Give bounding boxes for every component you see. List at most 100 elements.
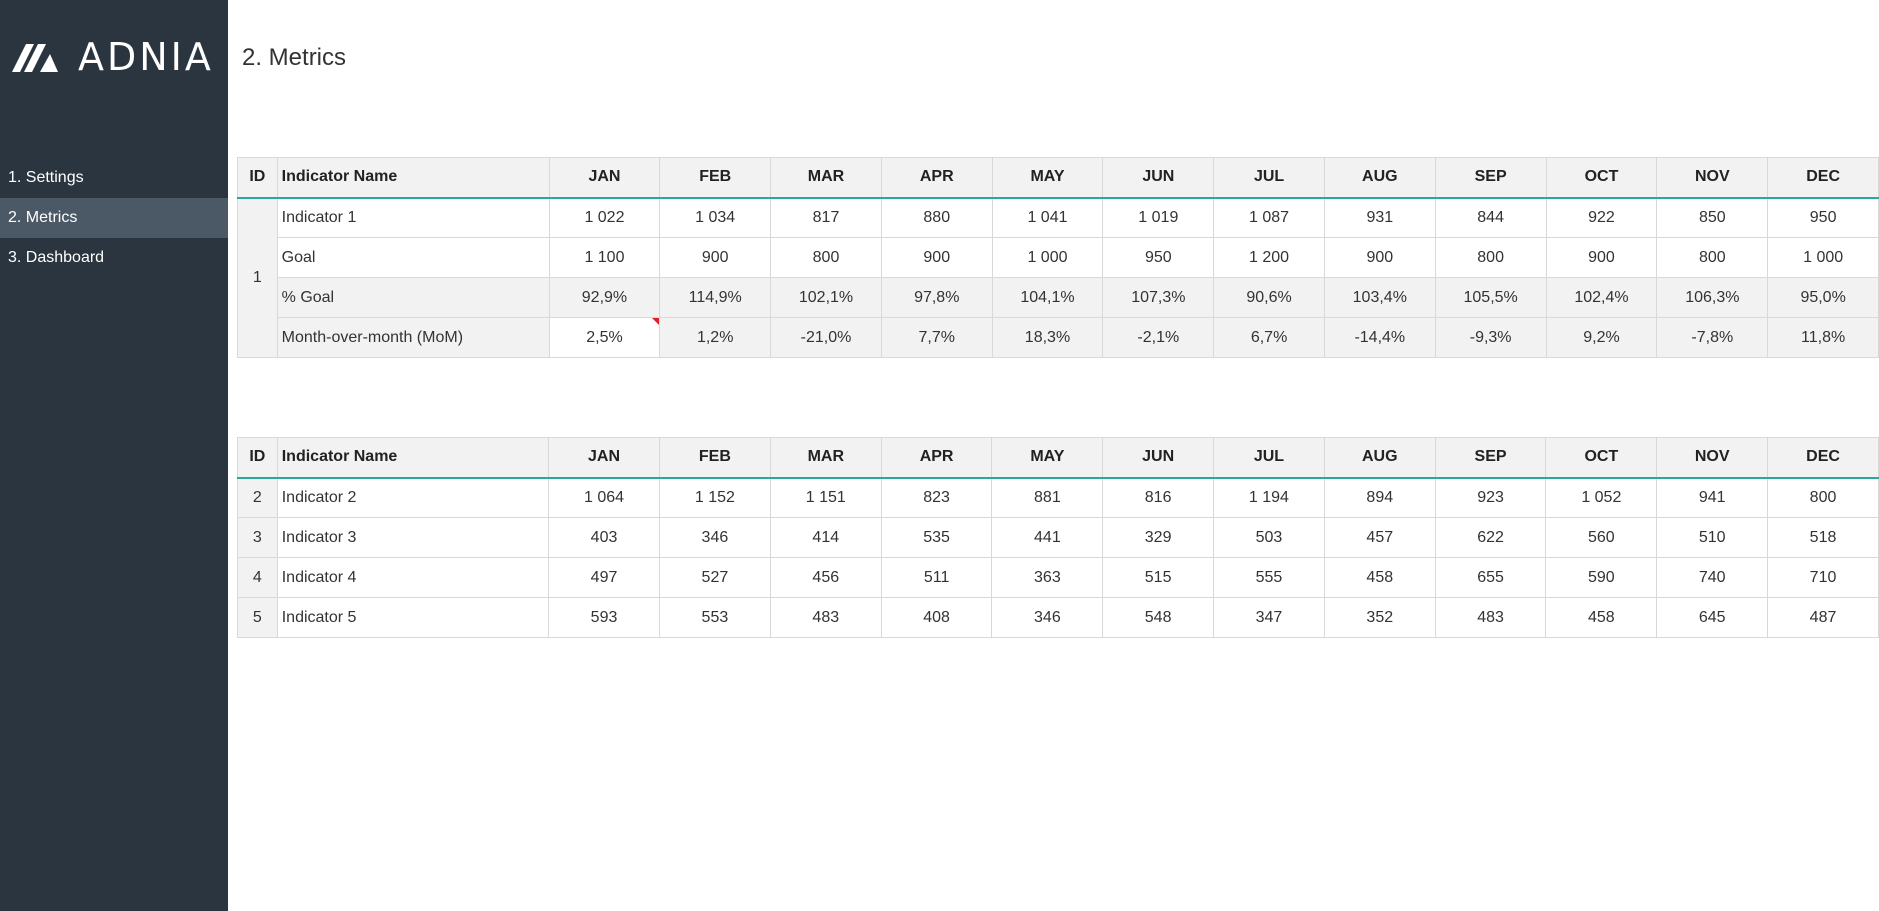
value-cell[interactable]: 535 bbox=[880, 517, 993, 558]
value-cell[interactable]: 497 bbox=[548, 557, 660, 598]
value-cell[interactable]: 800 bbox=[1656, 237, 1769, 278]
value-cell[interactable]: 518 bbox=[1767, 517, 1879, 558]
value-cell[interactable]: 408 bbox=[880, 597, 993, 638]
value-cell[interactable]: 105,5% bbox=[1434, 277, 1547, 318]
value-cell[interactable]: 104,1% bbox=[991, 277, 1104, 318]
value-cell[interactable]: 900 bbox=[1545, 237, 1658, 278]
value-cell[interactable]: 553 bbox=[658, 597, 771, 638]
value-cell[interactable]: 114,9% bbox=[659, 277, 772, 318]
value-cell[interactable]: 900 bbox=[880, 237, 993, 278]
value-cell[interactable]: 7,7% bbox=[880, 317, 993, 358]
value-cell[interactable]: 97,8% bbox=[880, 277, 993, 318]
value-cell[interactable]: 560 bbox=[1545, 517, 1658, 558]
value-cell[interactable]: 880 bbox=[880, 197, 993, 238]
value-cell[interactable]: 6,7% bbox=[1213, 317, 1325, 358]
indicator-name[interactable]: Indicator 1 bbox=[276, 197, 550, 238]
value-cell[interactable]: 503 bbox=[1213, 517, 1325, 558]
value-cell[interactable]: 800 bbox=[1434, 237, 1547, 278]
value-cell[interactable]: 458 bbox=[1323, 557, 1436, 598]
value-cell[interactable]: 850 bbox=[1656, 197, 1769, 238]
value-cell[interactable]: 740 bbox=[1656, 557, 1769, 598]
value-cell[interactable]: 18,3% bbox=[991, 317, 1104, 358]
value-cell[interactable]: 483 bbox=[769, 597, 882, 638]
value-cell[interactable]: 90,6% bbox=[1213, 277, 1325, 318]
sidebar-item-metrics[interactable]: 2. Metrics bbox=[0, 198, 228, 238]
value-cell[interactable]: 555 bbox=[1213, 557, 1325, 598]
value-cell[interactable]: -9,3% bbox=[1434, 317, 1547, 358]
value-cell[interactable]: 515 bbox=[1102, 557, 1214, 598]
value-cell[interactable]: 487 bbox=[1767, 597, 1879, 638]
value-cell[interactable]: 456 bbox=[769, 557, 882, 598]
value-cell[interactable]: 1 200 bbox=[1213, 237, 1325, 278]
value-cell[interactable]: 11,8% bbox=[1767, 317, 1879, 358]
value-cell[interactable]: 590 bbox=[1545, 557, 1658, 598]
value-cell[interactable]: 923 bbox=[1434, 477, 1547, 518]
value-cell[interactable]: 950 bbox=[1767, 197, 1879, 238]
indicator-name[interactable]: Month-over-month (MoM) bbox=[276, 317, 550, 358]
value-cell[interactable]: 817 bbox=[770, 197, 882, 238]
value-cell[interactable]: 352 bbox=[1323, 597, 1436, 638]
indicator-name[interactable]: % Goal bbox=[276, 277, 550, 318]
value-cell[interactable]: 95,0% bbox=[1767, 277, 1879, 318]
value-cell[interactable]: 1 022 bbox=[548, 197, 661, 238]
value-cell[interactable]: 800 bbox=[1767, 477, 1879, 518]
value-cell[interactable]: 710 bbox=[1767, 557, 1879, 598]
value-cell[interactable]: 1 052 bbox=[1545, 477, 1658, 518]
value-cell[interactable]: 548 bbox=[1102, 597, 1214, 638]
value-cell[interactable]: 346 bbox=[991, 597, 1104, 638]
sidebar-item-settings[interactable]: 1. Settings bbox=[8, 169, 84, 186]
value-cell[interactable]: 1 194 bbox=[1213, 477, 1325, 518]
value-cell[interactable]: 9,2% bbox=[1545, 317, 1658, 358]
value-cell[interactable]: -7,8% bbox=[1656, 317, 1769, 358]
value-cell[interactable]: 347 bbox=[1213, 597, 1325, 638]
value-cell[interactable]: 511 bbox=[880, 557, 993, 598]
indicator-name[interactable]: Indicator 5 bbox=[276, 597, 550, 638]
value-cell[interactable]: -21,0% bbox=[770, 317, 882, 358]
value-cell[interactable]: 922 bbox=[1545, 197, 1658, 238]
value-cell[interactable]: 106,3% bbox=[1656, 277, 1769, 318]
value-cell[interactable]: 329 bbox=[1102, 517, 1214, 558]
value-cell[interactable]: 1 152 bbox=[658, 477, 771, 518]
value-cell[interactable]: 1 064 bbox=[548, 477, 660, 518]
value-cell[interactable]: 527 bbox=[658, 557, 771, 598]
value-cell[interactable]: -2,1% bbox=[1102, 317, 1215, 358]
value-cell[interactable]: 510 bbox=[1656, 517, 1769, 558]
value-cell[interactable]: 458 bbox=[1545, 597, 1658, 638]
value-cell[interactable]: 103,4% bbox=[1323, 277, 1436, 318]
value-cell[interactable]: 816 bbox=[1102, 477, 1214, 518]
value-cell[interactable]: 900 bbox=[659, 237, 772, 278]
value-cell[interactable]: 92,9% bbox=[548, 277, 661, 318]
indicator-name[interactable]: Indicator 3 bbox=[276, 517, 550, 558]
value-cell[interactable]: 950 bbox=[1102, 237, 1215, 278]
value-cell[interactable]: 622 bbox=[1434, 517, 1547, 558]
value-cell[interactable]: 1 019 bbox=[1102, 197, 1215, 238]
value-cell[interactable]: 414 bbox=[769, 517, 882, 558]
value-cell[interactable]: 1 034 bbox=[659, 197, 772, 238]
value-cell[interactable]: 102,1% bbox=[770, 277, 882, 318]
value-cell[interactable]: 1 000 bbox=[991, 237, 1104, 278]
value-cell[interactable]: 800 bbox=[770, 237, 882, 278]
indicator-name[interactable]: Indicator 4 bbox=[276, 557, 550, 598]
value-cell[interactable]: 1 151 bbox=[769, 477, 882, 518]
value-cell[interactable]: 844 bbox=[1434, 197, 1547, 238]
value-cell[interactable]: 593 bbox=[548, 597, 660, 638]
value-cell[interactable]: 1 041 bbox=[991, 197, 1104, 238]
value-cell[interactable]: 346 bbox=[658, 517, 771, 558]
indicator-name[interactable]: Indicator 2 bbox=[276, 477, 550, 518]
value-cell[interactable]: 655 bbox=[1434, 557, 1547, 598]
value-cell[interactable]: 645 bbox=[1656, 597, 1769, 638]
value-cell[interactable]: 1 000 bbox=[1767, 237, 1879, 278]
value-cell[interactable]: 102,4% bbox=[1545, 277, 1658, 318]
value-cell[interactable]: 483 bbox=[1434, 597, 1547, 638]
value-cell[interactable]: 2,5% bbox=[548, 317, 661, 358]
value-cell[interactable]: 441 bbox=[991, 517, 1104, 558]
value-cell[interactable]: 941 bbox=[1656, 477, 1769, 518]
value-cell[interactable]: 1 087 bbox=[1213, 197, 1325, 238]
value-cell[interactable]: 457 bbox=[1323, 517, 1436, 558]
value-cell[interactable]: 363 bbox=[991, 557, 1104, 598]
value-cell[interactable]: 1 100 bbox=[548, 237, 661, 278]
value-cell[interactable]: 900 bbox=[1323, 237, 1436, 278]
value-cell[interactable]: -14,4% bbox=[1323, 317, 1436, 358]
value-cell[interactable]: 1,2% bbox=[659, 317, 772, 358]
value-cell[interactable]: 931 bbox=[1323, 197, 1436, 238]
